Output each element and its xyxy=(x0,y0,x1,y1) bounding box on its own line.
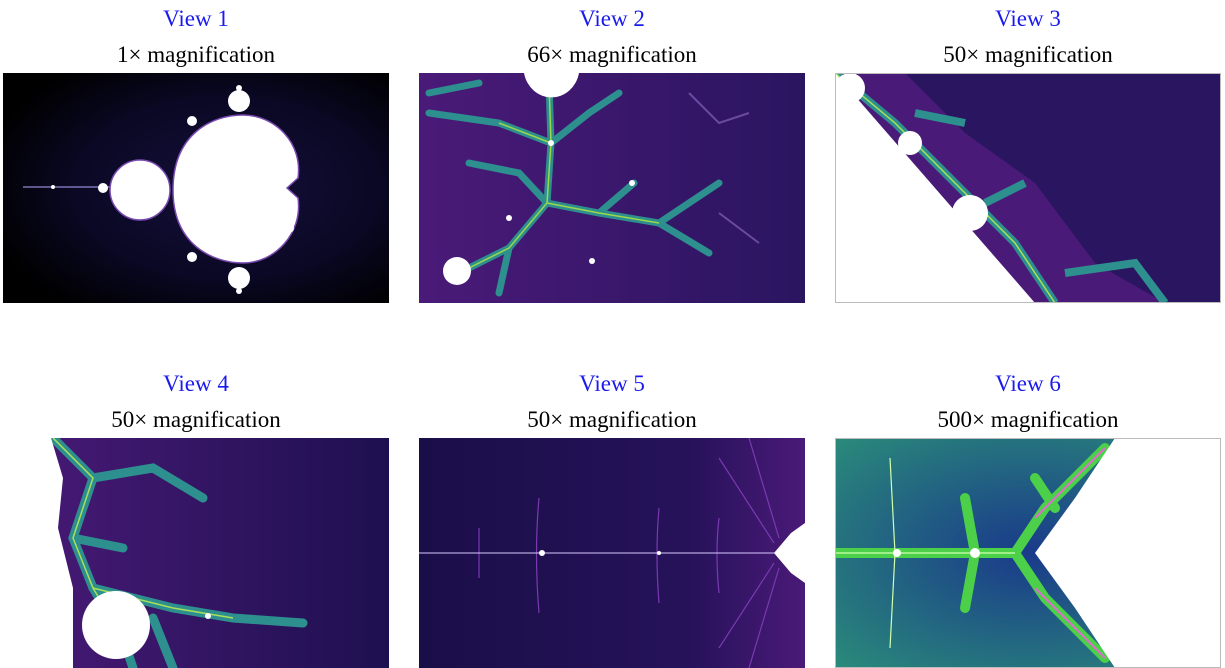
view-cell: View 6 500× magnification xyxy=(835,366,1221,668)
view-title[interactable]: View 5 xyxy=(579,371,645,396)
fractal-image xyxy=(3,73,389,303)
view-cell: View 2 66× magnification xyxy=(419,1,805,303)
view-title[interactable]: View 1 xyxy=(163,6,229,31)
view-cell: View 5 50× magnification xyxy=(419,366,805,668)
view-cell: View 1 1× magnification xyxy=(3,1,389,303)
view-caption: 1× magnification xyxy=(117,42,275,67)
fractal-image xyxy=(835,73,1221,303)
fractal-image xyxy=(3,438,389,668)
view-title[interactable]: View 3 xyxy=(995,6,1061,31)
view-title[interactable]: View 4 xyxy=(163,371,229,396)
view-caption: 50× magnification xyxy=(111,407,281,432)
view-caption: 50× magnification xyxy=(527,407,697,432)
view-cell: View 3 50× magnification xyxy=(835,1,1221,303)
fractal-image xyxy=(419,73,805,303)
view-title[interactable]: View 6 xyxy=(995,371,1061,396)
view-caption: 66× magnification xyxy=(527,42,697,67)
view-caption: 50× magnification xyxy=(943,42,1113,67)
view-caption: 500× magnification xyxy=(937,407,1119,432)
view-title[interactable]: View 2 xyxy=(579,6,645,31)
fractal-image xyxy=(835,438,1221,668)
view-cell: View 4 50× magnification xyxy=(3,366,389,668)
fractal-image xyxy=(419,438,805,668)
